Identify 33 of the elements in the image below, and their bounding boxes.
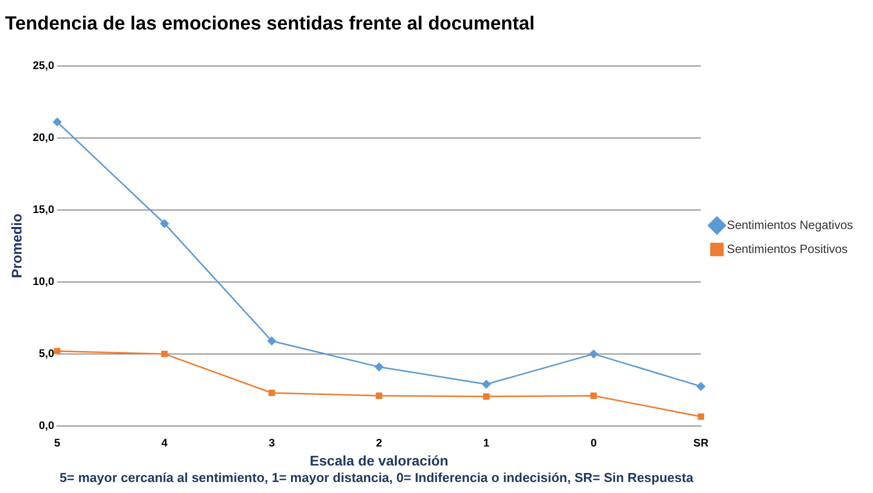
point	[590, 392, 597, 399]
point	[268, 336, 276, 346]
x-tick-label: 5	[54, 438, 60, 450]
point	[161, 350, 168, 358]
point	[374, 362, 384, 372]
point	[696, 382, 706, 391]
y-tick-label: 5,0	[38, 348, 54, 360]
y-tick-label: 15,0	[32, 204, 54, 216]
chart-title: Tendencia de las emociones sentidas frente al documental	[5, 14, 535, 35]
point	[268, 390, 276, 396]
point	[589, 350, 598, 358]
y-tick-label: 0,0	[38, 420, 54, 432]
y-tick-label: 20,0	[32, 132, 54, 144]
x-tick-label: 1	[483, 438, 490, 450]
legend-label: Sentimientos Negativos	[726, 218, 854, 232]
x-tick-label: 2	[376, 438, 382, 450]
x-tick-label: 0	[590, 438, 597, 450]
x-tick-label: SR	[693, 438, 709, 450]
point	[54, 348, 60, 354]
point	[52, 118, 62, 126]
point	[376, 392, 382, 399]
y-axis-title: Promedio	[8, 214, 24, 278]
point	[160, 219, 169, 228]
y-tick-label: 25,0	[32, 60, 54, 72]
x-tick-label: 3	[268, 438, 275, 450]
y-tick-label: 10,0	[32, 276, 54, 288]
x-tick-label: 4	[161, 438, 168, 450]
point	[483, 393, 490, 400]
point	[482, 380, 491, 388]
x-axis-title: Escala de valoración	[310, 452, 448, 468]
point	[698, 413, 704, 420]
text: 5= mayor cercanía al sentimiento, 1= mayor distancia, 0= Indiferencia o indecisión, SR= Sin Respuesta	[58, 470, 694, 485]
legend-label: Sentimientos Positivos	[726, 242, 848, 256]
